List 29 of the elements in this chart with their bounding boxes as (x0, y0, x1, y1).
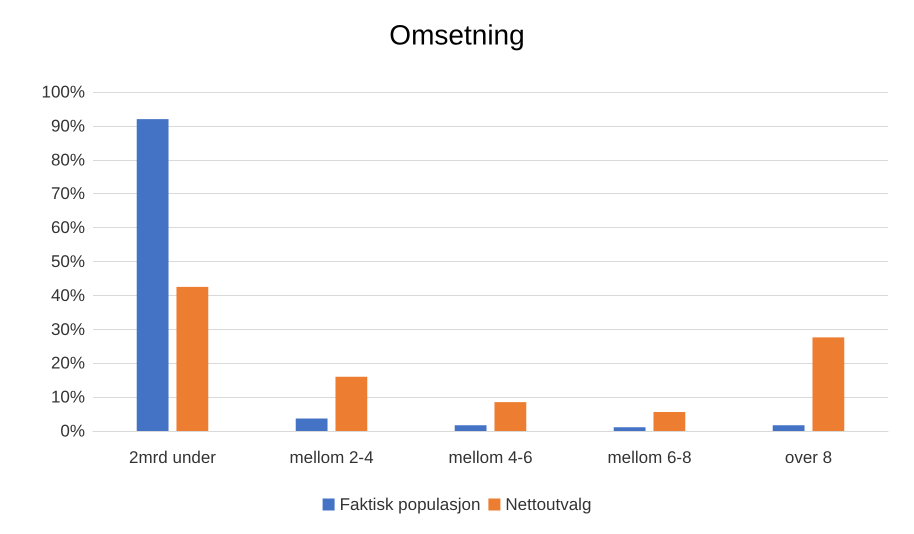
y-tick-label: 70% (50, 184, 85, 204)
x-tick-label: mellom 6-8 (607, 448, 692, 467)
y-tick-label: 20% (50, 354, 85, 373)
y-tick-label: 90% (50, 116, 85, 136)
y-tick-label: 30% (50, 320, 85, 339)
x-tick-label: mellom 2-4 (289, 448, 374, 467)
y-tick-label: 40% (50, 286, 85, 305)
bar (136, 119, 169, 431)
bar (494, 402, 526, 431)
bar (454, 425, 487, 431)
bar (614, 427, 646, 431)
x-tick-label: mellom 4-6 (448, 448, 533, 467)
bar (653, 412, 686, 431)
y-tick-label: 100% (42, 82, 85, 102)
legend-label: Nettoutvalg (505, 495, 592, 514)
y-tick-label: 0% (60, 422, 85, 440)
bar (772, 425, 805, 431)
x-tick-label: 2mrd under (129, 448, 216, 467)
bar (335, 376, 368, 431)
bar (296, 418, 328, 431)
y-tick-label: 50% (50, 252, 85, 271)
y-tick-label: 60% (50, 218, 85, 238)
x-tick-label: over 8 (784, 448, 832, 467)
bar (812, 337, 844, 431)
y-tick-label: 80% (50, 150, 85, 170)
chart-title: Omsetning (389, 20, 525, 50)
bar (176, 286, 208, 431)
y-tick-label: 10% (50, 388, 85, 407)
legend-label: Faktisk populasjon (340, 495, 480, 514)
